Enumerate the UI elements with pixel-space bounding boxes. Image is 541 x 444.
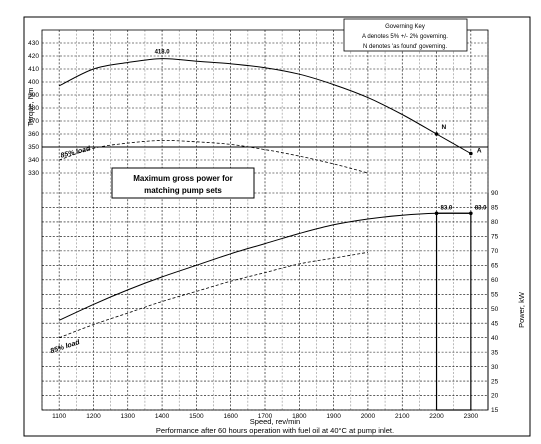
speed-tick-label: 1100	[52, 413, 66, 420]
callout-box	[111, 167, 255, 199]
speed-tick-label: 1700	[258, 413, 273, 420]
torque-tick-label: 410	[28, 66, 39, 73]
callout-line-1: Maximum gross power for	[133, 174, 233, 183]
power-tick-label: 70	[491, 248, 499, 255]
speed-tick-label: 1600	[223, 413, 238, 420]
torque-tick-label: 380	[28, 105, 39, 112]
power-tick-label: 65	[491, 263, 499, 270]
power-85-load-line	[59, 251, 368, 339]
speed-tick-label: 1200	[86, 413, 101, 420]
torque-full-load-line	[58, 58, 472, 154]
power-tick-label: 85	[491, 205, 499, 212]
point-n-label: N	[442, 124, 447, 131]
power-tick-label: 25	[491, 378, 499, 385]
governing-key: Governing Key A denotes 5% +/- 2% govern…	[343, 18, 468, 52]
key-line-n: N denotes 'as found' governing.	[363, 44, 447, 50]
power-tick-label: 80	[491, 219, 499, 226]
torque-axis-title: Torque, Nm	[26, 88, 35, 127]
power-2200-marker	[434, 211, 439, 216]
torque-tick-label: 390	[28, 92, 39, 99]
power-tick-label: 45	[491, 320, 499, 327]
series	[42, 58, 488, 411]
power-tick-label: 20	[491, 393, 499, 400]
key-box	[343, 18, 468, 52]
power-tick-label: 75	[491, 234, 499, 241]
callout-line-2: matching pump sets	[144, 186, 222, 195]
power-2200-label: 83.0	[441, 205, 453, 211]
power-tick-label: 35	[491, 349, 499, 356]
torque-tick-label: 370	[28, 118, 39, 125]
speed-tick-label: 1400	[155, 413, 170, 420]
point-a-label: A	[477, 148, 482, 155]
power-tick-label: 40	[491, 335, 499, 342]
torque-tick-label: 430	[28, 40, 39, 47]
speed-tick-label: 2300	[464, 413, 479, 420]
speed-tick-label: 2200	[429, 413, 444, 420]
torque-tick-label: 330	[28, 170, 39, 177]
torque-tick-label: 360	[28, 131, 39, 138]
power-tick-label: 55	[491, 291, 499, 298]
power-tick-label: 90	[491, 190, 499, 197]
speed-axis-title: Speed, rev/min	[250, 417, 300, 426]
torque-85-load-line	[59, 140, 369, 174]
speed-tick-label: 2100	[395, 413, 410, 420]
power-2300-label: 83.0	[475, 205, 487, 211]
power-tick-label: 30	[491, 364, 499, 371]
torque-tick-label: 420	[28, 53, 39, 60]
peak-torque-label: 418.0	[155, 50, 171, 56]
point-n-marker	[434, 132, 439, 136]
axes	[41, 29, 489, 411]
grid	[41, 30, 489, 411]
outer-frame	[23, 16, 531, 437]
torque-tick-label: 350	[28, 144, 39, 151]
point-a-marker	[469, 151, 473, 156]
rated-power-box	[435, 212, 472, 411]
speed-tick-label: 2000	[361, 413, 376, 420]
speed-tick-label: 1500	[189, 413, 204, 420]
power-axis-title: Power, kW	[517, 291, 526, 328]
max-power-callout: Maximum gross power for matching pump se…	[111, 167, 255, 199]
key-title: Governing Key	[385, 24, 425, 30]
speed-tick-label: 1300	[121, 413, 136, 420]
power-tick-label: 15	[491, 407, 499, 414]
power-2300-marker	[469, 211, 473, 216]
torque-tick-label: 340	[28, 157, 39, 164]
power-tick-label: 50	[491, 306, 499, 313]
power-full-load-line	[58, 212, 471, 321]
key-line-a: A denotes 5% +/- 2% governing.	[362, 34, 448, 40]
torque-tick-label: 400	[28, 79, 39, 86]
footer-note: Performance after 60 hours operation wit…	[156, 426, 394, 435]
speed-tick-label: 1900	[326, 413, 341, 420]
speed-tick-label: 1800	[292, 413, 307, 420]
power-tick-label: 60	[491, 277, 499, 284]
labels: 330 340 350 360 370 380 390 400 410 420 430 15 20 25 3…	[28, 40, 498, 420]
